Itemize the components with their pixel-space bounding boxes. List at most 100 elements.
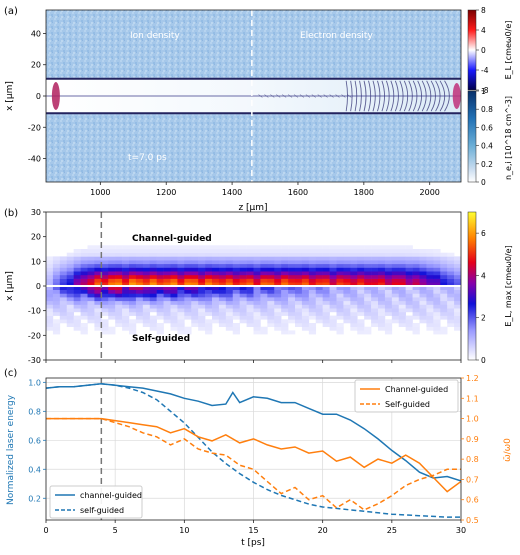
field-cell bbox=[315, 278, 323, 283]
field-cell bbox=[52, 267, 61, 272]
field-cell bbox=[198, 263, 206, 268]
field-cell bbox=[253, 249, 261, 253]
field-cell bbox=[108, 304, 116, 309]
field-cell bbox=[384, 274, 393, 279]
field-cell bbox=[322, 297, 330, 302]
field-cell bbox=[129, 274, 137, 279]
field-cell bbox=[142, 256, 151, 261]
field-cell bbox=[357, 289, 365, 294]
panel-c: (c) 0 5 10 15 20 25 30 0.20.40.60.81.0 0.50.60… bbox=[4, 368, 513, 548]
field-cell bbox=[329, 323, 337, 327]
field-cell bbox=[405, 256, 413, 261]
field-cell bbox=[115, 263, 123, 268]
field-cell bbox=[163, 245, 171, 250]
field-cell bbox=[350, 256, 358, 261]
field-colorbar-label: E_L [cmeω0/e] bbox=[504, 21, 513, 80]
panel-c-y-label: Normalized laser energy bbox=[6, 394, 16, 505]
x-tick-label: 2000 bbox=[420, 188, 440, 197]
field-cell bbox=[239, 315, 247, 320]
field-cell bbox=[405, 249, 413, 253]
field-cell bbox=[115, 260, 123, 265]
y2-tick-label: 0.9 bbox=[466, 435, 479, 444]
field-cell bbox=[205, 323, 213, 327]
field-cell bbox=[405, 286, 413, 290]
field-cell bbox=[322, 263, 330, 268]
field-cell bbox=[336, 252, 344, 257]
field-cell bbox=[267, 252, 275, 257]
field-cell bbox=[364, 282, 372, 287]
field-cell bbox=[108, 282, 116, 287]
field-cell bbox=[46, 260, 54, 265]
field-cell bbox=[412, 274, 420, 279]
field-cell bbox=[260, 252, 268, 257]
field-cell bbox=[129, 256, 137, 261]
field-cell bbox=[343, 289, 351, 294]
field-cell bbox=[391, 286, 400, 290]
field-cell bbox=[398, 274, 406, 279]
field-cell bbox=[350, 323, 358, 327]
field-cell bbox=[447, 289, 455, 294]
field-cell bbox=[454, 326, 461, 331]
field-cell bbox=[149, 267, 157, 272]
field-cell bbox=[46, 267, 54, 272]
field-cell bbox=[384, 256, 393, 261]
field-cell bbox=[115, 267, 123, 272]
field-cell bbox=[122, 326, 130, 331]
colorbar-tick-label: 6 bbox=[481, 229, 486, 238]
field-cell bbox=[308, 274, 317, 279]
field-cell bbox=[239, 300, 247, 305]
field-cell bbox=[384, 282, 393, 287]
field-cell bbox=[170, 326, 178, 331]
field-cell bbox=[412, 252, 420, 257]
field-cell bbox=[281, 252, 289, 257]
field-cell bbox=[308, 293, 317, 298]
field-cell bbox=[163, 297, 171, 302]
field-cell bbox=[184, 263, 192, 268]
field-cell bbox=[246, 323, 254, 327]
field-cell bbox=[343, 256, 351, 261]
field-cell bbox=[225, 252, 234, 257]
field-cell bbox=[336, 256, 344, 261]
field-cell bbox=[398, 323, 406, 327]
field-cell bbox=[94, 319, 102, 324]
field-cell bbox=[218, 323, 227, 327]
field-cell bbox=[80, 304, 88, 309]
field-cell bbox=[218, 289, 227, 294]
field-cell bbox=[350, 289, 358, 294]
field-cell bbox=[398, 311, 406, 316]
density-colorbar bbox=[467, 90, 477, 183]
field-cell bbox=[274, 249, 282, 253]
field-cell bbox=[343, 274, 351, 279]
x-tick-label: 30 bbox=[456, 526, 466, 535]
field-cell bbox=[315, 289, 323, 294]
field-cell bbox=[336, 278, 344, 283]
field-cell bbox=[184, 326, 192, 331]
field-cell bbox=[301, 256, 310, 261]
field-cell bbox=[253, 300, 261, 305]
field-cell bbox=[419, 297, 427, 302]
field-cell bbox=[329, 278, 337, 283]
field-cell bbox=[447, 260, 455, 265]
field-cell bbox=[384, 263, 393, 268]
field-cell bbox=[177, 286, 185, 290]
field-cell bbox=[212, 271, 220, 276]
y-tick-label: -20 bbox=[28, 123, 41, 132]
field-cell bbox=[225, 293, 234, 298]
field-cell bbox=[447, 256, 455, 261]
field-cell bbox=[384, 278, 393, 283]
field-cell bbox=[301, 286, 310, 290]
field-cell bbox=[343, 293, 351, 298]
field-cell bbox=[129, 330, 137, 335]
field-cell bbox=[329, 282, 337, 287]
field-cell bbox=[232, 323, 240, 327]
field-cell bbox=[184, 304, 192, 309]
field-cell bbox=[336, 263, 344, 268]
field-cell bbox=[412, 267, 420, 272]
field-cell bbox=[301, 297, 310, 302]
field-cell bbox=[391, 260, 400, 265]
field-cell bbox=[322, 252, 330, 257]
field-cell bbox=[129, 278, 137, 283]
field-cell bbox=[336, 249, 344, 253]
field-cell bbox=[350, 286, 358, 290]
field-cell bbox=[205, 289, 213, 294]
